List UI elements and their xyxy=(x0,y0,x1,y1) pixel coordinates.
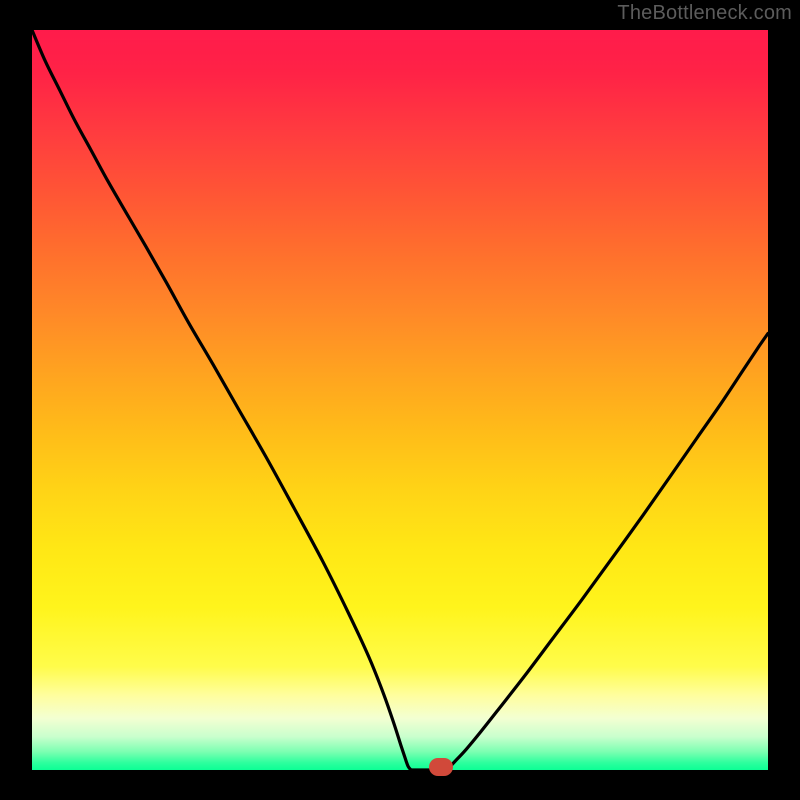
watermark-text: TheBottleneck.com xyxy=(617,2,792,25)
bottleneck-curve-path xyxy=(32,30,768,770)
bottleneck-curve-layer xyxy=(32,30,768,770)
chart-plot-area xyxy=(32,30,768,770)
optimal-point-marker xyxy=(429,758,453,776)
